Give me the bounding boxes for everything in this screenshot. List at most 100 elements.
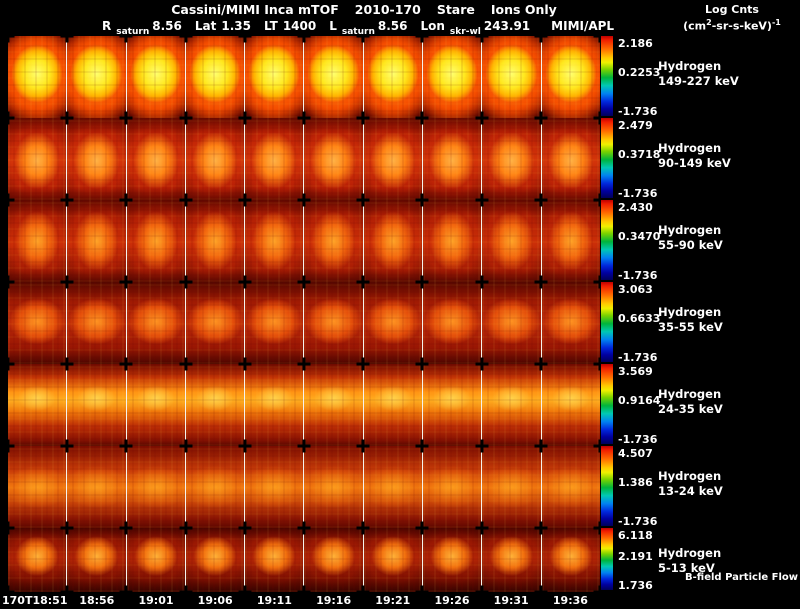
grid-marker-icon: [534, 357, 548, 371]
heatmap-tile: [362, 528, 423, 592]
grid-marker-icon: [415, 36, 429, 43]
units-line1: Log Cnts: [705, 3, 759, 16]
colorbar-segment: [601, 282, 613, 362]
grid-marker-icon: [238, 357, 252, 371]
grid-marker-icon: [297, 357, 311, 371]
heatmap-tile: [540, 282, 600, 364]
param-label: L: [329, 19, 337, 33]
heatmap-tile: [540, 36, 600, 118]
heatmap-tile: [422, 446, 482, 528]
heatmap-tile: [481, 364, 541, 446]
colorbar-segment: [601, 446, 613, 526]
grid-marker-icon: [356, 36, 370, 43]
grid-marker-icon: [179, 111, 193, 125]
heatmap-tile: [481, 36, 541, 118]
param-segment: Lon skr-wl 243.91: [420, 19, 543, 37]
grid-marker-icon: [238, 521, 252, 535]
heatmap-tile: [481, 446, 541, 528]
param-value: 8.56: [152, 19, 182, 33]
grid-marker-icon: [119, 36, 133, 43]
heatmap-tile: [66, 528, 126, 592]
heatmap-tile: [66, 446, 126, 528]
heatmap-tile: [362, 200, 423, 282]
units-open: (cm: [683, 19, 707, 33]
scale-mid-label: 0.6633: [618, 312, 661, 325]
grid-marker-icon: [534, 111, 548, 125]
grid-marker-icon: [297, 111, 311, 125]
heatmap-tile: [303, 528, 363, 592]
heatmap-tile: [303, 364, 363, 446]
grid-marker-icon: [593, 439, 600, 453]
heatmap-tile: [244, 528, 304, 592]
band-species: Hydrogen: [658, 223, 722, 237]
scale-min-label: -1.736: [618, 269, 658, 282]
scale-mid-label: 0.3718: [618, 148, 661, 161]
grid-marker-icon: [119, 193, 133, 207]
grid-marker-icon: [238, 36, 252, 43]
units-sup-minus1: -1: [771, 18, 781, 27]
band-energy: 90-149 keV: [658, 156, 731, 170]
param-label: MIMI/APL: [551, 19, 615, 33]
grid-marker-icon: [356, 193, 370, 207]
heatmap-tile: [481, 200, 541, 282]
grid-marker-icon: [356, 275, 370, 289]
grid-marker-icon: [238, 439, 252, 453]
grid-marker-icon: [8, 521, 15, 535]
param-subscript: saturn: [116, 27, 150, 37]
grid-marker-icon: [8, 275, 15, 289]
grid-marker-icon: [415, 193, 429, 207]
grid-marker-icon: [475, 275, 489, 289]
grid-marker-icon: [8, 585, 15, 592]
band-energy: 5-13 keV: [658, 561, 715, 575]
grid-marker-icon: [297, 585, 311, 592]
scale-min-label: -1.736: [618, 351, 658, 364]
colorbar-units-label: Log Cnts (cm2-sr-s-keV)-1: [666, 3, 798, 33]
grid-marker-icon: [60, 193, 74, 207]
band-energy: 55-90 keV: [658, 238, 723, 252]
grid-marker-icon: [415, 275, 429, 289]
time-axis: 170T18:51 18:56 19:01 19:06 19:11 19:16 19:21 1…: [0, 592, 624, 609]
grid-marker-icon: [593, 585, 600, 592]
grid-marker-icon: [119, 275, 133, 289]
grid-marker-icon: [475, 111, 489, 125]
grid-marker-icon: [593, 357, 600, 371]
band-energy: 35-55 keV: [658, 320, 723, 334]
heatmap-tile: [125, 200, 185, 282]
grid-marker-icon: [475, 193, 489, 207]
grid-marker-icon: [475, 36, 489, 43]
heatmap-strip: [8, 364, 600, 446]
heatmap-tile: [66, 282, 126, 364]
grid-marker-icon: [534, 521, 548, 535]
heatmap-tile: [244, 364, 304, 446]
title-mission: Cassini/MIMI Inca mTOF: [171, 2, 339, 17]
grid-marker-icon: [415, 439, 429, 453]
colorbar-segment: [601, 528, 613, 590]
units-mid: -sr-s-keV): [711, 19, 772, 33]
grid-marker-icon: [179, 357, 193, 371]
heatmap-tile: [184, 36, 245, 118]
bfield-particle-flow-label: B-field Particle Flow: [685, 572, 798, 583]
param-segment: MIMI/APL: [543, 19, 619, 33]
heatmap-tile: [362, 118, 423, 200]
grid-marker-icon: [238, 193, 252, 207]
grid-marker-icon: [179, 275, 193, 289]
heatmap-strip: [8, 200, 600, 282]
heatmap-strip: [8, 446, 600, 528]
heatmap-tile: [303, 36, 363, 118]
scale-max-label: 6.118: [618, 529, 653, 542]
time-tick-label: 19:36: [552, 594, 588, 607]
param-value: 1400: [282, 19, 317, 33]
time-tick-label: 19:16: [316, 594, 352, 607]
param-subscript: skr-wl: [449, 27, 481, 37]
param-value: 8.56: [377, 19, 408, 33]
title-mode: Stare: [436, 2, 475, 17]
heatmap-tile: [184, 364, 245, 446]
grid-marker-icon: [119, 111, 133, 125]
grid-marker-icon: [179, 36, 193, 43]
scale-max-label: 2.430: [618, 201, 653, 214]
time-tick-label: 19:06: [197, 594, 233, 607]
band-energy: 13-24 keV: [658, 484, 723, 498]
heatmap-tile: [422, 528, 482, 592]
